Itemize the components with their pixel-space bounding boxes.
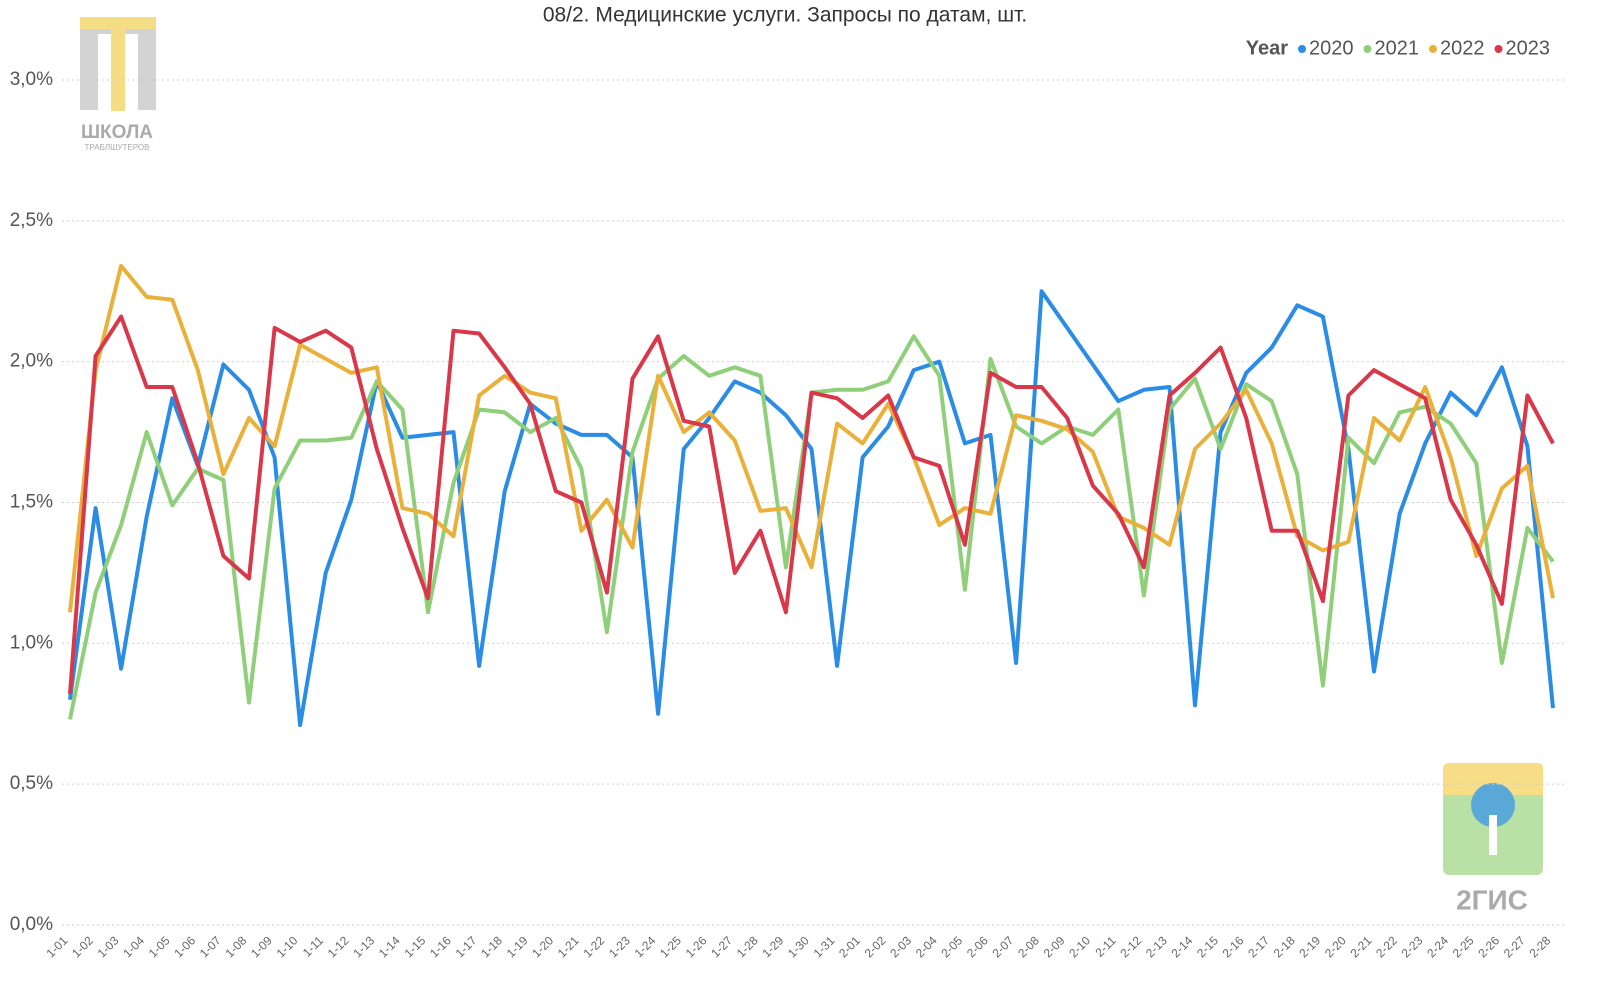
x-tick-label: 1-03 [95,933,122,960]
x-tick-label: 1-08 [222,933,249,960]
x-tick-label: 1-19 [504,933,531,960]
x-tick-label: 1-23 [606,933,633,960]
legend-marker [1363,45,1372,53]
logo-text: ТРАБЛШУТЕРОВ [85,143,150,152]
y-tick-label: 1,0% [10,632,53,653]
x-tick-label: 2-03 [887,933,914,960]
legend-marker [1494,45,1503,53]
x-tick-label: 2-16 [1220,933,1247,960]
x-tick-label: 2-22 [1373,933,1400,960]
x-tick-label: 2-05 [938,933,965,960]
x-tick-label: 1-15 [401,933,428,960]
x-tick-label: 1-11 [300,933,326,959]
x-tick-label: 1-18 [478,933,505,960]
x-tick-label: 1-04 [120,933,147,960]
x-tick-label: 2-12 [1117,933,1144,960]
logo-text: 2ГИС [1456,884,1528,915]
logo-shape [1471,783,1515,827]
legend-marker [1298,45,1306,53]
logo-shape [1489,815,1497,855]
legend-label: 2022 [1440,37,1485,59]
x-tick-label: 2-06 [964,933,991,960]
y-tick-label: 0,0% [10,914,53,935]
x-tick-label: 1-27 [708,933,735,960]
y-tick-label: 0,5% [10,773,53,794]
x-tick-label: 1-28 [734,933,761,960]
x-tick-label: 2-15 [1194,933,1221,960]
logo-shape [111,17,125,111]
legend-label: 2020 [1309,37,1354,59]
x-tick-label: 1-14 [376,933,403,960]
x-tick-label: 1-26 [683,933,710,960]
y-tick-label: 1,5% [10,492,53,513]
logo-shape [1443,763,1543,795]
x-tick-label: 2-28 [1526,933,1553,960]
logo-school: ШКОЛА ТРАБЛШУТЕРОВ [80,17,156,152]
x-tick-label: 2-04 [913,933,940,960]
x-tick-label: 2-01 [836,933,863,960]
x-tick-label: 1-10 [274,933,301,960]
x-tick-label: 2-17 [1245,933,1272,960]
y-tick-label: 3,0% [10,69,53,90]
x-tick-label: 1-06 [171,933,198,960]
chart-title: 08/2. Медицинские услуги. Запросы по дат… [543,4,1027,27]
legend-title: Year [1246,37,1288,59]
x-tick-label: 2-19 [1296,933,1323,960]
x-tick-label: 2-21 [1347,933,1374,960]
x-tick-label: 2-23 [1399,933,1426,960]
y-tick-label: 2,5% [10,210,53,231]
x-tick-label: 1-07 [197,933,224,960]
line-series [68,314,1555,695]
x-tick-label: 2-14 [1169,933,1196,960]
line-series [68,263,1555,613]
x-tick-label: 1-29 [759,933,786,960]
logo-2gis: 2ГИС [1443,763,1543,915]
x-tick-label: 1-01 [43,933,70,960]
logo-text: ШКОЛА [81,122,153,143]
x-tick-label: 2-24 [1424,933,1451,960]
x-tick-label: 2-07 [990,933,1017,960]
x-tick-label: 2-02 [862,933,889,960]
legend-marker [1429,45,1437,53]
line-series [68,289,1555,727]
x-tick-label: 1-16 [427,933,454,960]
x-tick-label: 1-30 [785,933,812,960]
x-tick-label: 2-11 [1092,933,1118,959]
y-tick-label: 2,0% [10,351,53,372]
x-tick-label: 1-31 [811,933,838,960]
legend-label: 2023 [1506,37,1551,59]
x-tick-label: 2-20 [1322,933,1349,960]
x-tick-label: 1-09 [248,933,275,960]
x-tick-label: 1-21 [555,933,582,960]
x-tick-label: 2-08 [1015,933,1042,960]
legend: Year 2020 2021 2022 2023 [1246,37,1550,59]
x-tick-label: 2-25 [1450,933,1477,960]
x-tick-label: 2-09 [1041,933,1068,960]
x-tick-label: 1-12 [325,933,352,960]
x-tick-label: 2-27 [1501,933,1528,960]
x-tick-label: 1-24 [632,933,659,960]
legend-label: 2021 [1375,37,1420,59]
x-tick-label: 1-22 [580,933,607,960]
x-tick-label: 1-20 [529,933,556,960]
x-tick-label: 1-02 [69,933,96,960]
x-tick-label: 2-13 [1143,933,1170,960]
x-tick-label: 2-26 [1475,933,1502,960]
x-tick-label: 1-13 [350,933,377,960]
x-tick-label: 2-10 [1066,933,1093,960]
x-tick-label: 1-17 [453,933,480,960]
x-tick-label: 2-18 [1271,933,1298,960]
x-tick-label: 1-05 [146,933,173,960]
x-tick-label: 1-25 [657,933,684,960]
